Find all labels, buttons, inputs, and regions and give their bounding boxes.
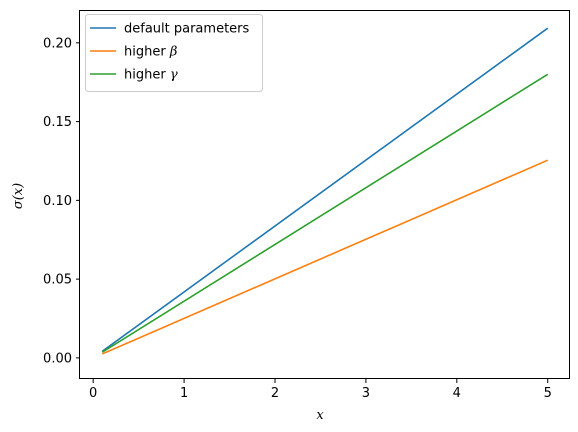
x-tick-label: 5 (544, 386, 552, 401)
axes-frame (79, 10, 570, 379)
y-axis: 0.00 0.05 0.10 0.15 0.20 (43, 36, 80, 366)
y-tick-label: 0.15 (43, 115, 72, 130)
series-line-2 (101, 73, 549, 353)
x-tick-label: 3 (362, 386, 370, 401)
legend: default parameters higher β higher γ (85, 14, 263, 92)
x-tick-label: 1 (180, 386, 188, 401)
x-tick-label: 4 (453, 386, 461, 401)
x-axis-label: x (316, 408, 324, 423)
x-tick-label: 0 (89, 386, 97, 401)
legend-box (85, 14, 263, 92)
series-line-1 (101, 159, 549, 355)
y-tick-label: 0.05 (43, 273, 72, 288)
plot-lines (101, 27, 549, 355)
series-line-0 (101, 27, 549, 352)
y-tick-label: 0.20 (43, 36, 72, 51)
x-axis: 0 1 2 3 4 5 (89, 379, 552, 401)
legend-label: default parameters (124, 22, 250, 37)
legend-label: higher γ (124, 68, 178, 83)
x-tick-label: 2 (271, 386, 279, 401)
y-tick-label: 0.00 (43, 351, 72, 366)
legend-label: higher β (124, 45, 177, 60)
y-axis-label: σ(x) (11, 183, 26, 209)
y-tick-label: 0.10 (43, 194, 72, 209)
